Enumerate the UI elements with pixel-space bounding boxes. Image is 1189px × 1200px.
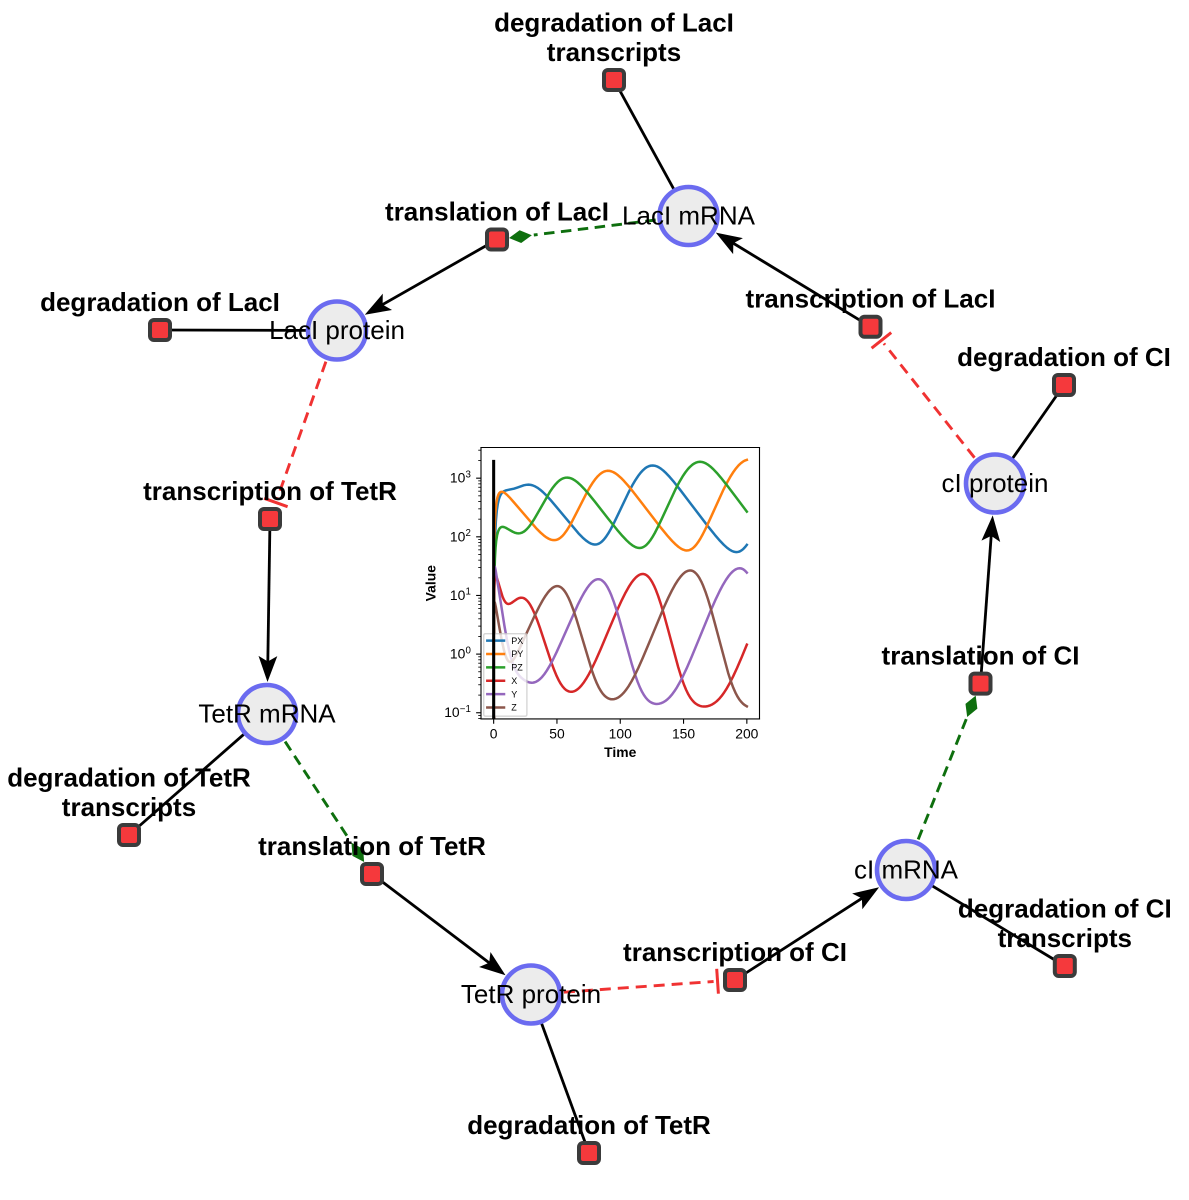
svg-text:TetR mRNA: TetR mRNA <box>198 699 336 729</box>
svg-text:translation of CI: translation of CI <box>882 641 1080 671</box>
svg-text:TetR protein: TetR protein <box>461 979 601 1009</box>
svg-text:cI mRNA: cI mRNA <box>854 855 959 885</box>
svg-text:transcripts: transcripts <box>547 37 681 67</box>
svg-text:PY: PY <box>511 649 523 659</box>
svg-text:50: 50 <box>549 726 565 742</box>
svg-text:X: X <box>511 676 517 686</box>
svg-text:transcripts: transcripts <box>62 792 196 822</box>
svg-text:0: 0 <box>490 726 498 742</box>
svg-text:LacI protein: LacI protein <box>269 315 405 345</box>
svg-text:PX: PX <box>511 636 523 646</box>
svg-text:Z: Z <box>511 703 517 713</box>
svg-text:Y: Y <box>511 689 517 699</box>
svg-text:1 0 0: 1 0 0 <box>450 639 472 664</box>
svg-text:1 0 1: 1 0 1 <box>450 580 472 605</box>
svg-text:Value: Value <box>424 565 439 602</box>
svg-text:degradation of TetR: degradation of TetR <box>467 1110 711 1140</box>
svg-text:LacI mRNA: LacI mRNA <box>622 201 756 231</box>
svg-text:translation of TetR: translation of TetR <box>258 831 486 861</box>
svg-text:translation of LacI: translation of LacI <box>385 197 609 227</box>
svg-text:1 0 3: 1 0 3 <box>450 463 472 488</box>
svg-text:transcripts: transcripts <box>998 923 1132 953</box>
svg-text:PZ: PZ <box>511 663 523 673</box>
svg-text:150: 150 <box>672 726 695 742</box>
svg-text:100: 100 <box>609 726 632 742</box>
svg-text:degradation of LacI: degradation of LacI <box>494 8 734 38</box>
svg-text:degradation of TetR: degradation of TetR <box>7 763 251 793</box>
svg-text:degradation of LacI: degradation of LacI <box>40 287 280 317</box>
svg-text:transcription of LacI: transcription of LacI <box>746 284 996 314</box>
svg-text:200: 200 <box>735 726 758 742</box>
svg-text:transcription of CI: transcription of CI <box>623 937 847 967</box>
svg-text:Time: Time <box>604 744 636 760</box>
svg-text:transcription of TetR: transcription of TetR <box>143 476 397 506</box>
svg-text:degradation of CI: degradation of CI <box>957 342 1171 372</box>
svg-text:degradation of CI: degradation of CI <box>958 894 1172 924</box>
svg-text:1 0 2: 1 0 2 <box>450 521 472 546</box>
svg-text:cI protein: cI protein <box>942 468 1049 498</box>
svg-text:1 0 −: 1 0 − 1 <box>444 692 471 722</box>
